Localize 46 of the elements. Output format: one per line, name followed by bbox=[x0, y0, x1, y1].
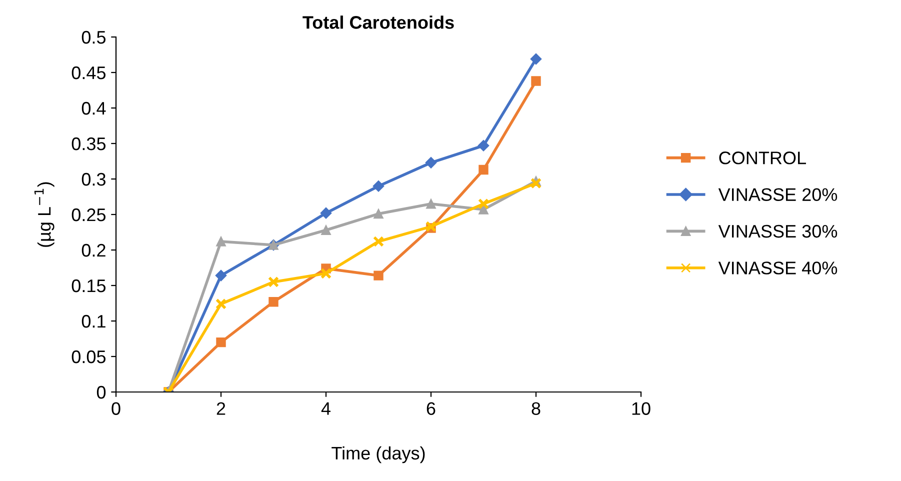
point bbox=[530, 178, 542, 189]
x-axis-title: Time (days) bbox=[332, 446, 425, 464]
point bbox=[216, 337, 226, 348]
y-tick-label: 0 bbox=[96, 386, 106, 399]
y-axis-title: (µg L$^{−1}$) bbox=[34, 182, 54, 247]
y-tick-label: 0.15 bbox=[72, 279, 106, 292]
point bbox=[321, 225, 331, 235]
x-tick-label: 4 bbox=[321, 402, 330, 415]
point bbox=[268, 296, 278, 307]
y-tick-label: 0.2 bbox=[82, 244, 106, 257]
x-tick-label: 6 bbox=[426, 402, 436, 415]
point bbox=[320, 207, 332, 219]
point bbox=[374, 270, 384, 280]
point bbox=[426, 198, 436, 209]
y-tick-label: 0.35 bbox=[72, 137, 106, 150]
point bbox=[372, 180, 384, 192]
y-tick-label: 0.5 bbox=[82, 30, 106, 44]
y-tick-label: 0.4 bbox=[82, 102, 106, 115]
point bbox=[478, 164, 488, 175]
point bbox=[425, 157, 437, 168]
chart-title: Total Carotenoids bbox=[302, 16, 454, 29]
point bbox=[374, 208, 384, 219]
y-tick-label: 0.45 bbox=[72, 66, 106, 80]
point bbox=[478, 140, 490, 152]
point bbox=[372, 236, 384, 248]
point bbox=[215, 298, 227, 310]
point bbox=[216, 236, 226, 246]
y-tick-label: 0.1 bbox=[82, 314, 106, 328]
point bbox=[478, 204, 488, 214]
x-tick-label: 2 bbox=[216, 402, 226, 415]
y-tick-label: 0.05 bbox=[72, 350, 106, 364]
point bbox=[530, 53, 542, 65]
legend-label: VINASSE 30% bbox=[718, 224, 838, 238]
point bbox=[268, 276, 280, 288]
x-tick-label: 8 bbox=[532, 402, 540, 415]
point bbox=[320, 268, 332, 279]
legend-label: VINASSE 40% bbox=[718, 262, 838, 274]
x-tick-label: 10 bbox=[632, 402, 650, 415]
x-tick-label: 0 bbox=[112, 402, 120, 415]
point bbox=[478, 198, 490, 210]
point bbox=[215, 270, 227, 282]
y-tick-label: 0.3 bbox=[82, 172, 106, 186]
legend-label: VINASSE 20% bbox=[718, 188, 838, 201]
point bbox=[531, 76, 541, 86]
legend-label: CONTROL bbox=[719, 152, 806, 164]
y-tick-label: 0.25 bbox=[72, 208, 106, 222]
